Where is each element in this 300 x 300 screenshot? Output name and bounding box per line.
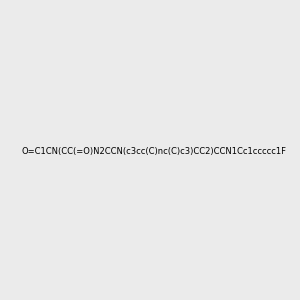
- Text: O=C1CN(CC(=O)N2CCN(c3cc(C)nc(C)c3)CC2)CCN1Cc1ccccc1F: O=C1CN(CC(=O)N2CCN(c3cc(C)nc(C)c3)CC2)CC…: [21, 147, 286, 156]
